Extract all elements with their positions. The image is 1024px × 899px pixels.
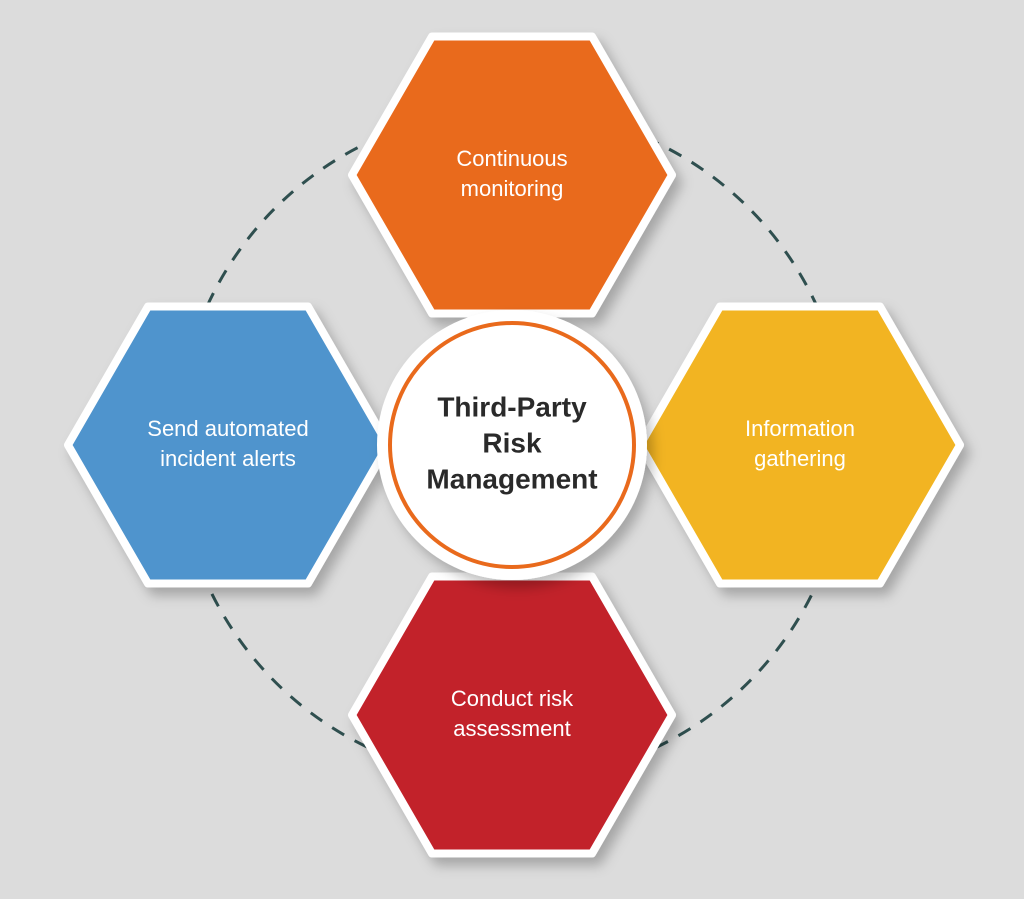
risk-management-diagram: Continuous monitoring Information gathering… xyxy=(0,0,1024,899)
hex-label-top-line0: Continuous xyxy=(456,146,567,171)
center-title-line2: Management xyxy=(426,463,597,494)
hex-label-right-line0: Information xyxy=(745,416,855,441)
hex-label-left-line0: Send automated xyxy=(147,416,308,441)
hex-label-top-line1: monitoring xyxy=(461,176,564,201)
diagram-stage: Continuous monitoring Information gathering… xyxy=(0,0,1024,899)
hex-label-bottom-line1: assessment xyxy=(453,716,570,741)
center-hub: Third-Party Risk Management xyxy=(377,310,647,580)
hex-label-bottom-line0: Conduct risk xyxy=(451,686,574,711)
hex-label-left-line1: incident alerts xyxy=(160,446,296,471)
center-title-line1: Risk xyxy=(482,427,542,458)
hex-label-right-line1: gathering xyxy=(754,446,846,471)
center-title-line0: Third-Party xyxy=(437,391,587,422)
